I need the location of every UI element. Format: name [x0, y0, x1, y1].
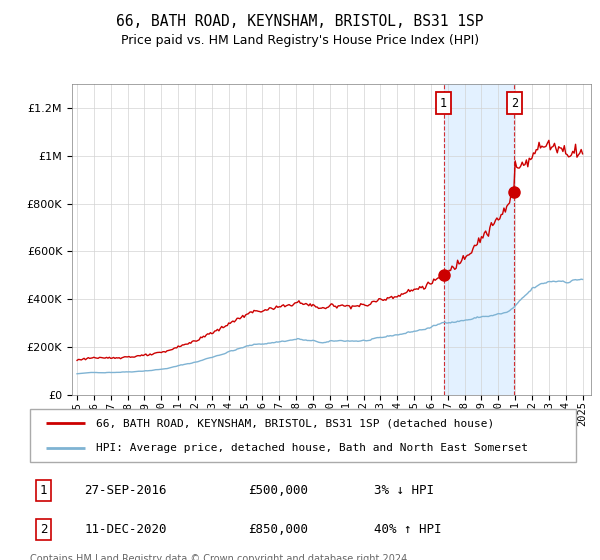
Text: 66, BATH ROAD, KEYNSHAM, BRISTOL, BS31 1SP (detached house): 66, BATH ROAD, KEYNSHAM, BRISTOL, BS31 1… — [95, 418, 494, 428]
Text: 11-DEC-2020: 11-DEC-2020 — [85, 523, 167, 536]
Text: 40% ↑ HPI: 40% ↑ HPI — [374, 523, 442, 536]
Text: 27-SEP-2016: 27-SEP-2016 — [85, 484, 167, 497]
Text: 3% ↓ HPI: 3% ↓ HPI — [374, 484, 434, 497]
Text: Contains HM Land Registry data © Crown copyright and database right 2024.
This d: Contains HM Land Registry data © Crown c… — [30, 554, 410, 560]
Bar — [443, 84, 514, 395]
Text: £850,000: £850,000 — [248, 523, 308, 536]
FancyBboxPatch shape — [30, 409, 576, 462]
Text: HPI: Average price, detached house, Bath and North East Somerset: HPI: Average price, detached house, Bath… — [95, 442, 527, 452]
Text: Price paid vs. HM Land Registry's House Price Index (HPI): Price paid vs. HM Land Registry's House … — [121, 34, 479, 46]
Text: 66, BATH ROAD, KEYNSHAM, BRISTOL, BS31 1SP: 66, BATH ROAD, KEYNSHAM, BRISTOL, BS31 1… — [116, 14, 484, 29]
Text: 2: 2 — [40, 523, 47, 536]
Text: 1: 1 — [40, 484, 47, 497]
Text: 2: 2 — [511, 97, 518, 110]
Text: 1: 1 — [440, 97, 447, 110]
Text: £500,000: £500,000 — [248, 484, 308, 497]
